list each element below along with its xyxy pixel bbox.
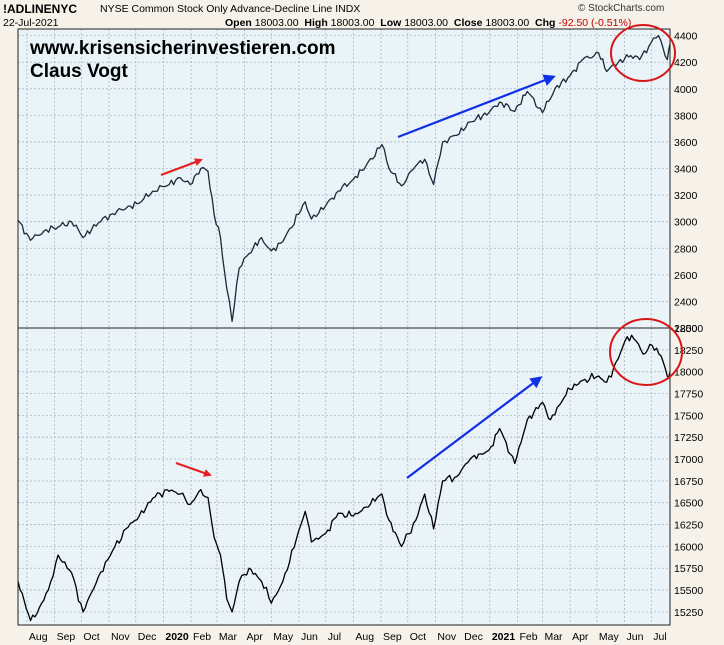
- x-tick-label: Oct: [83, 631, 99, 643]
- y-tick-label-upper: 2800: [674, 243, 698, 255]
- series-line-upper: [17, 34, 671, 323]
- chg-value: -92.50 (-0.51%): [558, 17, 632, 29]
- close-label: Close: [453, 17, 483, 29]
- panel-border-lower: [17, 327, 671, 626]
- y-tick-label-lower: 18250: [674, 345, 703, 357]
- panel-lower: 15250 15500 15750 16000 16250 16500 16750 17000…: [17, 323, 703, 626]
- lower-red-circle: [609, 318, 683, 386]
- upper-red-arrow: [160, 158, 203, 177]
- y-tick-label-upper: 2400: [674, 296, 698, 308]
- y-tick-label-upper: 3800: [674, 110, 698, 122]
- y-tick-label-upper: 3600: [674, 137, 698, 149]
- y-tick-label-lower: 16500: [674, 498, 703, 510]
- ticker-symbol: !ADLINENYC: [3, 2, 77, 16]
- x-tick-label: Jul: [328, 631, 341, 643]
- y-tick-label-upper: 4000: [674, 84, 698, 96]
- y-tick-label-upper: 4400: [674, 31, 698, 43]
- x-tick-label: Feb: [193, 631, 211, 643]
- y-tick-label-lower: 18000: [674, 367, 703, 379]
- x-tick-label: May: [599, 631, 620, 643]
- y-tick-label-lower: 16000: [674, 541, 703, 553]
- y-tick-label-upper: 3400: [674, 164, 698, 176]
- plot-area-lower: [18, 328, 670, 625]
- y-tick-label-lower: 17750: [674, 389, 703, 401]
- chart-title: NYSE Common Stock Only Advance-Decline L…: [100, 3, 361, 15]
- y-tick-label-lower: 18500: [674, 323, 703, 335]
- watermark-author: Claus Vogt: [30, 61, 128, 82]
- x-tick-label: Apr: [247, 631, 264, 643]
- low-value: 18003.00: [404, 17, 449, 29]
- low-label: Low: [380, 17, 402, 29]
- y-tick-label-upper: 3000: [674, 217, 698, 229]
- x-tick-label: Dec: [464, 631, 483, 643]
- lower-blue-arrow: [406, 376, 543, 479]
- series-line-lower: [17, 334, 671, 622]
- high-label: High: [304, 17, 328, 29]
- y-tick-label-lower: 15250: [674, 607, 703, 619]
- y-tick-label-lower: 17250: [674, 432, 703, 444]
- upper-red-circle: [610, 24, 676, 82]
- y-tick-label-lower: 16750: [674, 476, 703, 488]
- x-tick-label: Nov: [437, 631, 456, 643]
- ohlc-readout: Open 18003.00 High 18003.00 Low 18003.00…: [225, 17, 631, 29]
- x-tick-label: Jun: [627, 631, 644, 643]
- upper-blue-arrow: [397, 74, 556, 139]
- annotations: [160, 24, 683, 479]
- watermark-site: www.krisensicherinvestieren.com: [30, 38, 336, 59]
- y-tick-label-upper: 4200: [674, 57, 698, 69]
- x-tick-label: Dec: [138, 631, 157, 643]
- x-tick-label: Apr: [572, 631, 589, 643]
- x-tick-label: May: [273, 631, 294, 643]
- y-tick-label-upper: 3200: [674, 190, 698, 202]
- x-tick-label: Aug: [29, 631, 48, 643]
- y-tick-label-lower: 16250: [674, 520, 703, 532]
- x-tick-label: Mar: [544, 631, 563, 643]
- chart-date: 22-Jul-2021: [3, 17, 59, 29]
- x-tick-label: 2021: [492, 631, 516, 643]
- close-value: 18003.00: [485, 17, 530, 29]
- x-tick-label: Nov: [111, 631, 130, 643]
- x-tick-label: Feb: [519, 631, 537, 643]
- x-tick-label: Jun: [301, 631, 318, 643]
- x-tick-label: Jul: [653, 631, 666, 643]
- y-tick-label-upper: 2200: [674, 323, 698, 335]
- y-tick-label-upper: 2600: [674, 270, 698, 282]
- x-tick-label: Mar: [219, 631, 238, 643]
- x-tick-label: Sep: [57, 631, 76, 643]
- x-tick-label: Aug: [355, 631, 374, 643]
- x-tick-label: Sep: [383, 631, 402, 643]
- x-tick-label: Oct: [410, 631, 426, 643]
- x-tick-label: 2020: [165, 631, 189, 643]
- lower-red-arrow: [175, 461, 212, 477]
- chg-label: Chg: [535, 17, 556, 29]
- panel-upper: 2200 2400 2600 2800 3000 3200 3400 3600 3800 4000…: [17, 28, 698, 335]
- x-axis: Aug Sep Oct Nov Dec 2020 Feb Mar Apr May Jun Jul Aug…: [29, 631, 667, 643]
- stockcharts-credit: © StockCharts.com: [578, 3, 665, 14]
- y-tick-label-lower: 15750: [674, 563, 703, 575]
- plot-area-upper: [18, 29, 670, 328]
- open-label: Open: [225, 17, 252, 29]
- y-tick-label-lower: 15500: [674, 585, 703, 597]
- high-value: 18003.00: [330, 17, 375, 29]
- y-tick-label-lower: 17000: [674, 454, 703, 466]
- y-tick-label-lower: 17500: [674, 410, 703, 422]
- open-value: 18003.00: [254, 17, 299, 29]
